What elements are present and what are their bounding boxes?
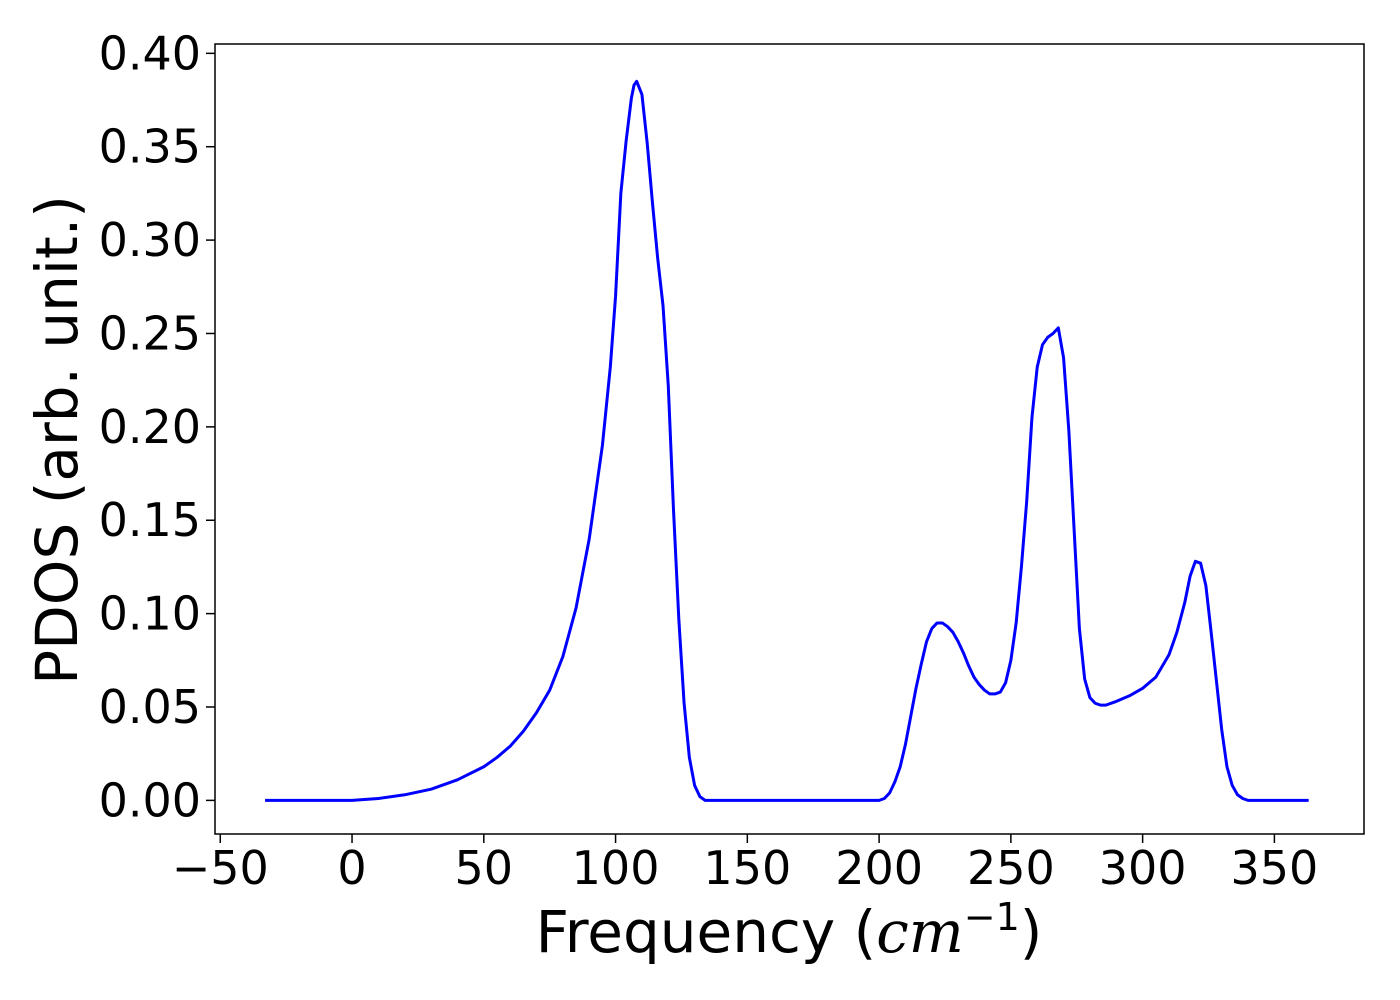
x-tick-label: 200	[835, 841, 923, 895]
x-tick-label: 250	[967, 841, 1055, 895]
x-axis-label-text: Frequency (	[536, 898, 877, 966]
x-tick-label: 150	[703, 841, 791, 895]
y-tick-label: 0.05	[99, 680, 201, 734]
x-tick-label: 100	[572, 841, 660, 895]
x-axis-ticks: −50 0 50 100 150 200 250 300 350	[172, 834, 1318, 895]
y-tick-label: 0.20	[99, 400, 201, 454]
x-tick-label: 350	[1230, 841, 1318, 895]
plot-frame	[214, 43, 1365, 835]
y-tick-label: 0.25	[99, 306, 201, 360]
y-axis-ticks: 0.00 0.05 0.10 0.15 0.20 0.25 0.30 0.35 0.40	[99, 26, 215, 827]
series-line-0	[265, 79, 1309, 802]
y-tick-label: 0.00	[99, 773, 201, 827]
y-tick-label: 0.15	[99, 493, 201, 547]
y-tick-label: 0.30	[99, 213, 201, 267]
y-tick-label: 0.10	[99, 587, 201, 641]
x-tick-label: 0	[337, 841, 366, 895]
y-axis-label: PDOS (arb. unit.)	[23, 195, 91, 685]
x-tick-label: 50	[455, 841, 514, 895]
y-tick-label: 0.35	[99, 120, 201, 174]
x-tick-label: −50	[172, 841, 269, 895]
x-axis-label: Frequency (cm−1)	[536, 895, 1043, 966]
x-tick-label: 300	[1099, 841, 1187, 895]
y-tick-label: 0.40	[99, 26, 201, 80]
